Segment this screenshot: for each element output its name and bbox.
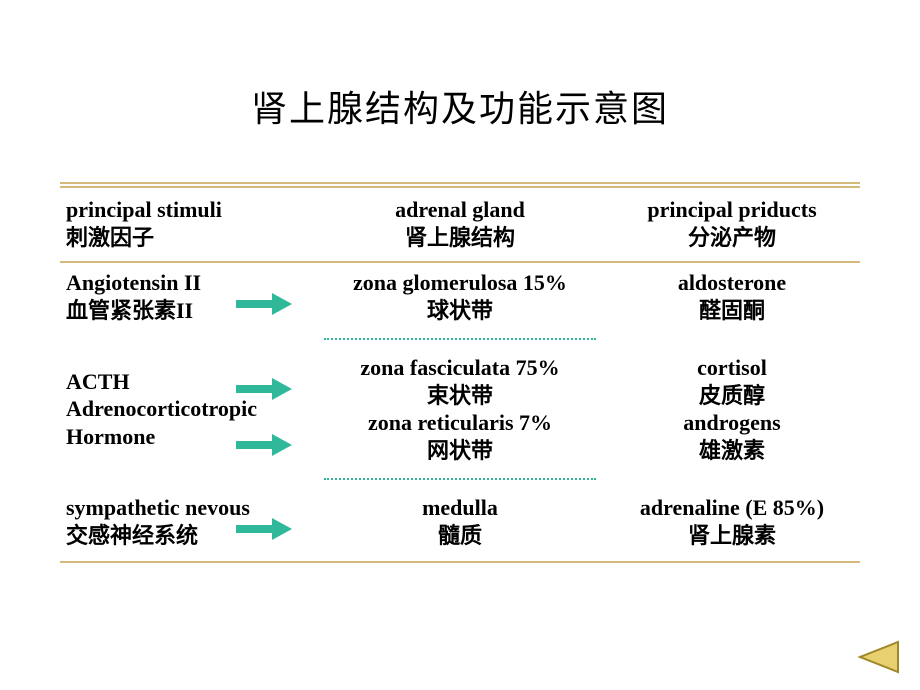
prev-slide-button[interactable] [856,640,900,674]
cell-right: 肾上腺素 [604,522,860,550]
table-row: Angiotensin II血管紧张素IIzona glomerulosa 15… [60,263,860,330]
header-mid-cn: 肾上腺结构 [316,224,604,252]
divider-dotted [324,338,596,340]
cell-mid: 球状带 [316,297,604,325]
cell-mid: 束状带 [316,382,604,410]
cell-right: adrenaline (E 85%) [604,494,860,522]
table-row: ACTHAdrenocorticotropicHormonezona fasci… [60,348,860,470]
cell-right: 皮质醇 [604,382,860,410]
cell-mid: zona fasciculata 75% [316,354,604,382]
divider-bottom [60,561,860,563]
arrow-right-icon [236,293,292,315]
arrow-right-icon [236,518,292,540]
cell-right: cortisol [604,354,860,382]
divider-dotted [324,478,596,480]
header-left-cn: 刺激因子 [66,224,316,252]
cell-right: 雄激素 [604,437,860,465]
cell-mid: zona reticularis 7% [316,409,604,437]
header-right-en: principal priducts [604,196,860,224]
cell-right: 醛固酮 [604,297,860,325]
triangle-left-icon [856,640,900,674]
header-mid-en: adrenal gland [316,196,604,224]
cell-mid: medulla [316,494,604,522]
cell-mid: zona glomerulosa 15% [316,269,604,297]
slide-title: 肾上腺结构及功能示意图 [60,80,860,132]
arrow-right-icon [236,434,292,456]
cell-right: aldosterone [604,269,860,297]
cell-mid: 网状带 [316,437,604,465]
table-row: sympathetic nevous交感神经系统medulla髓质adrenal… [60,488,860,555]
cell-mid: 髓质 [316,522,604,550]
slide: 肾上腺结构及功能示意图 principal stimuli 刺激因子 adren… [0,0,920,690]
arrow-right-icon [236,378,292,400]
table-header-row: principal stimuli 刺激因子 adrenal gland 肾上腺… [60,188,860,261]
cell-right: androgens [604,409,860,437]
header-right-cn: 分泌产物 [604,224,860,252]
header-left-en: principal stimuli [66,196,316,224]
table-body: Angiotensin II血管紧张素IIzona glomerulosa 15… [60,263,860,561]
